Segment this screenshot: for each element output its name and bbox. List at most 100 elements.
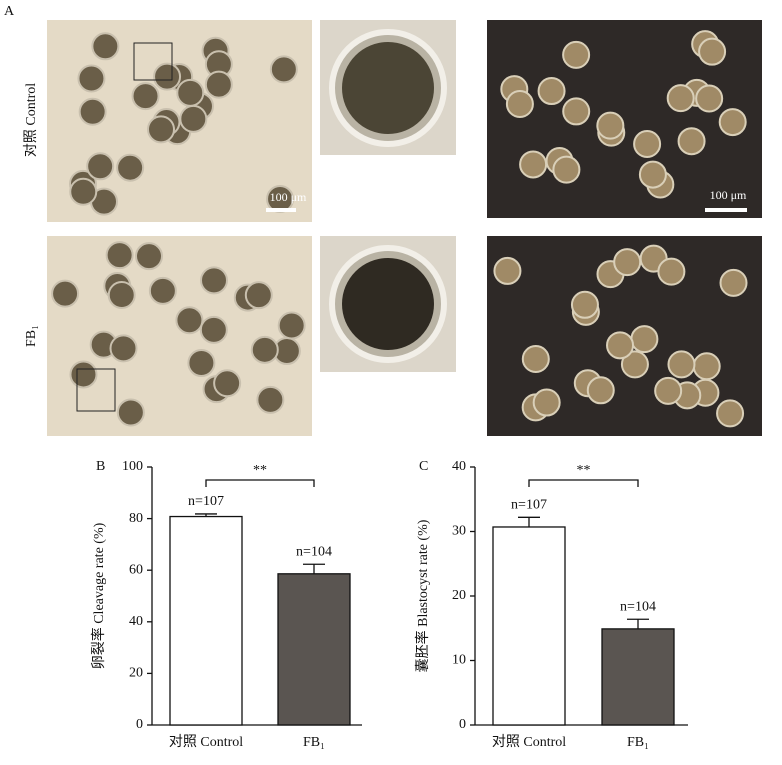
y-tick-label: 60	[129, 562, 143, 577]
embryo	[695, 84, 724, 113]
embryo	[256, 385, 285, 414]
embryo	[692, 352, 721, 381]
significance-bracket	[205, 479, 315, 487]
y-tick-label: 20	[129, 666, 143, 681]
y-tick-label: 30	[452, 524, 466, 539]
embryo	[570, 290, 599, 319]
embryo	[69, 360, 98, 389]
embryo	[250, 335, 279, 364]
annotation: n=107	[188, 494, 224, 509]
bar	[601, 628, 675, 726]
x-tick-label: FB₁	[627, 735, 649, 750]
embryo	[667, 350, 696, 379]
embryo	[613, 248, 642, 277]
zoom-embryo	[342, 258, 434, 350]
embryo	[86, 152, 115, 181]
panel-label: A	[4, 4, 15, 19]
embryo	[586, 376, 615, 405]
row-label: FB₁	[24, 325, 39, 347]
embryo	[107, 281, 136, 310]
x-tick-label: 对照 Control	[492, 734, 566, 750]
bar	[277, 573, 351, 726]
embryo	[116, 398, 145, 427]
embryo	[77, 64, 106, 93]
y-tick-label: 80	[129, 511, 143, 526]
embryo	[698, 37, 727, 66]
embryo	[187, 349, 216, 378]
y-tick-label: 100	[122, 459, 143, 474]
embryo	[244, 281, 273, 310]
y-tick-label: 10	[452, 653, 466, 668]
embryo	[51, 279, 80, 308]
panel-label: C	[419, 459, 428, 474]
embryo	[620, 350, 649, 379]
y-axis-label: 卵裂率 Cleavage rate (%)	[90, 522, 107, 669]
embryo	[657, 257, 686, 286]
embryo	[552, 155, 581, 184]
y-tick-label: 40	[452, 459, 466, 474]
y-tick-label: 40	[129, 614, 143, 629]
annotation: n=104	[620, 599, 656, 614]
embryo	[153, 62, 182, 91]
embryo	[654, 376, 683, 405]
x-tick-label: 对照 Control	[169, 734, 243, 750]
y-axis-label: 囊胚率 Blastocyst rate (%)	[414, 519, 431, 672]
embryo	[199, 315, 228, 344]
embryo	[175, 306, 204, 335]
embryo	[596, 111, 625, 140]
zoom-embryo	[342, 42, 434, 134]
embryo	[176, 78, 205, 107]
embryo	[638, 160, 667, 189]
embryo	[519, 150, 548, 179]
embryo	[69, 177, 98, 206]
scale-label: 100 μm	[710, 188, 747, 202]
annotation: n=107	[511, 498, 547, 513]
significance: **	[253, 463, 267, 478]
embryo	[131, 82, 160, 111]
y-tick-label: 0	[459, 717, 466, 732]
scale-label: 100 μm	[270, 190, 307, 204]
embryo	[562, 97, 591, 126]
embryo	[277, 311, 306, 340]
embryo	[716, 399, 745, 428]
bar	[169, 515, 243, 726]
panel-label: B	[96, 459, 105, 474]
embryo	[532, 388, 561, 417]
y-tick-label: 0	[136, 717, 143, 732]
significance: **	[577, 463, 591, 478]
bar	[492, 526, 566, 726]
embryos	[51, 30, 748, 428]
embryo	[91, 32, 120, 61]
embryo	[718, 108, 747, 137]
embryo	[266, 185, 295, 214]
embryo	[200, 266, 229, 295]
embryo	[109, 334, 138, 363]
embryo	[633, 129, 662, 158]
embryo	[505, 90, 534, 119]
embryo	[719, 268, 748, 297]
embryo	[116, 153, 145, 182]
embryo	[204, 70, 233, 99]
annotation: n=104	[296, 544, 332, 559]
embryo	[537, 77, 566, 106]
embryo	[606, 331, 635, 360]
significance-bracket	[528, 479, 639, 487]
embryo	[562, 40, 591, 69]
embryo	[521, 344, 550, 373]
x-tick-label: FB₁	[303, 735, 325, 750]
embryo	[666, 84, 695, 113]
embryo	[78, 97, 107, 126]
embryo	[630, 325, 659, 354]
inset-box	[76, 368, 116, 412]
embryo	[148, 276, 177, 305]
embryo	[493, 256, 522, 285]
embryo	[135, 242, 164, 271]
y-tick-label: 20	[452, 588, 466, 603]
inset-box	[133, 42, 173, 81]
embryo	[269, 55, 298, 84]
row-label: 对照 Control	[23, 83, 39, 157]
embryo	[147, 115, 176, 144]
embryo	[179, 104, 208, 133]
